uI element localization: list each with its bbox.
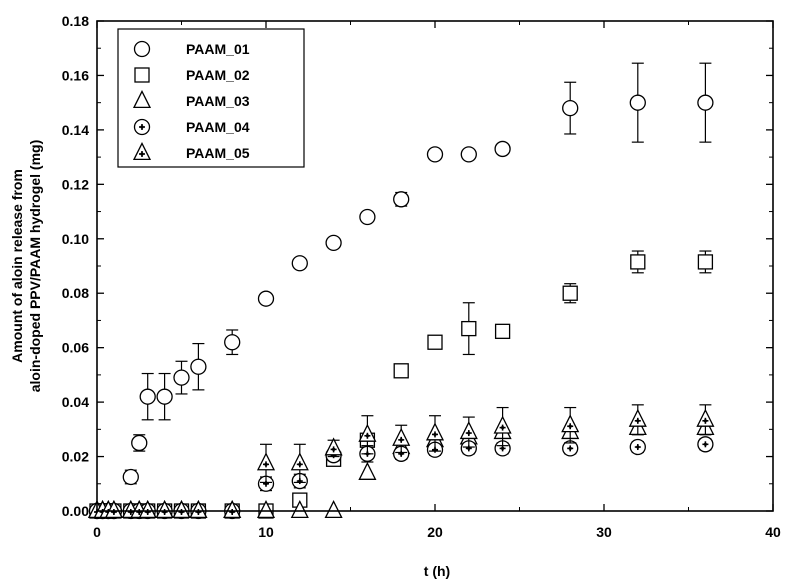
y-axis-label-line2: aloin-doped PPV/PAAM hydrogel (mg) bbox=[27, 140, 43, 393]
legend: PAAM_01 PAAM_02 PAAM_03 PAAM_04 PAAM_05 bbox=[117, 28, 305, 168]
y-axis-ticks: 0.00 0.02 0.04 0.06 0.08 0.10 0.12 0.14 0.16 0.18 bbox=[62, 13, 773, 519]
legend-item: PAAM_05 bbox=[132, 141, 250, 161]
y-tick-label: 0.18 bbox=[62, 13, 89, 29]
data-point bbox=[290, 452, 309, 471]
plot-frame bbox=[96, 20, 774, 512]
legend-item: PAAM_04 bbox=[133, 118, 250, 136]
data-point bbox=[224, 334, 241, 351]
y-tick-label: 0.10 bbox=[62, 231, 89, 247]
data-point bbox=[426, 146, 444, 163]
data-series bbox=[87, 62, 715, 520]
data-point bbox=[172, 499, 191, 519]
data-point bbox=[325, 234, 342, 252]
x-axis-label: t (h) bbox=[424, 563, 450, 579]
y-tick-label: 0.04 bbox=[62, 394, 89, 410]
legend-marker bbox=[134, 67, 150, 83]
legend-item: PAAM_03 bbox=[132, 89, 250, 109]
data-point bbox=[461, 320, 477, 337]
legend-marker bbox=[133, 40, 151, 58]
data-point bbox=[459, 421, 478, 440]
data-point bbox=[629, 94, 646, 111]
y-tick-label: 0.16 bbox=[62, 67, 89, 83]
data-point bbox=[358, 461, 377, 480]
data-point bbox=[460, 146, 477, 163]
data-point bbox=[131, 434, 148, 452]
data-point bbox=[628, 408, 647, 427]
data-point bbox=[697, 94, 714, 111]
y-axis-label-line1: Amount of aloin release from bbox=[9, 169, 25, 363]
x-tick-label: 40 bbox=[765, 524, 781, 540]
legend-label: PAAM_02 bbox=[186, 67, 250, 83]
data-point bbox=[629, 438, 646, 456]
data-point bbox=[561, 414, 580, 433]
data-point bbox=[138, 499, 157, 519]
data-point bbox=[156, 388, 173, 405]
legend-item: PAAM_02 bbox=[134, 67, 250, 83]
y-tick-label: 0.06 bbox=[62, 340, 89, 356]
legend-marker bbox=[132, 141, 152, 161]
data-point bbox=[139, 388, 156, 405]
data-point bbox=[290, 499, 309, 519]
x-tick-label: 0 bbox=[93, 524, 101, 540]
data-point bbox=[223, 499, 242, 519]
x-axis-ticks: 0 10 20 30 40 bbox=[93, 21, 781, 540]
data-point bbox=[393, 363, 409, 379]
y-tick-label: 0.02 bbox=[62, 449, 89, 465]
series-paam-05 bbox=[87, 404, 715, 519]
x-tick-label: 30 bbox=[596, 524, 612, 540]
legend-label: PAAM_01 bbox=[186, 41, 250, 57]
legend-label: PAAM_03 bbox=[186, 93, 250, 109]
data-point bbox=[291, 255, 308, 272]
y-tick-label: 0.14 bbox=[62, 122, 89, 138]
data-point bbox=[104, 499, 123, 519]
data-point bbox=[359, 208, 376, 226]
x-tick-label: 20 bbox=[427, 524, 443, 540]
data-point bbox=[257, 290, 275, 307]
data-point bbox=[393, 191, 410, 208]
data-point bbox=[630, 254, 646, 270]
data-point bbox=[494, 140, 511, 158]
data-point bbox=[173, 369, 190, 386]
data-point bbox=[697, 254, 714, 270]
data-point bbox=[696, 408, 715, 427]
legend-label: PAAM_05 bbox=[186, 145, 250, 161]
y-tick-label: 0.12 bbox=[62, 176, 89, 192]
legend-item: PAAM_01 bbox=[133, 40, 250, 58]
y-tick-label: 0.00 bbox=[62, 503, 89, 519]
legend-marker bbox=[132, 89, 152, 109]
legend-label: PAAM_04 bbox=[186, 119, 250, 135]
data-point bbox=[494, 323, 511, 339]
data-point bbox=[697, 436, 714, 453]
data-point bbox=[256, 499, 276, 519]
data-point bbox=[425, 422, 445, 441]
data-point bbox=[324, 499, 343, 519]
data-point bbox=[256, 452, 276, 471]
data-point bbox=[190, 358, 207, 375]
y-tick-label: 0.08 bbox=[62, 285, 89, 301]
data-point bbox=[427, 334, 443, 350]
data-point bbox=[493, 415, 512, 434]
data-point bbox=[155, 499, 174, 519]
data-point bbox=[122, 468, 139, 486]
data-point bbox=[392, 427, 411, 446]
data-point bbox=[562, 440, 579, 457]
data-point bbox=[562, 99, 579, 117]
legend-marker bbox=[133, 118, 151, 136]
data-point bbox=[562, 285, 578, 301]
x-tick-label: 10 bbox=[258, 524, 274, 540]
data-point bbox=[324, 437, 343, 456]
data-point bbox=[358, 423, 377, 442]
